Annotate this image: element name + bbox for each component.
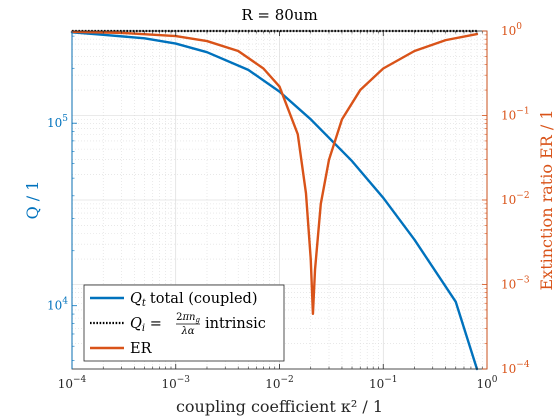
y-right-tick-label: 10−3 (501, 276, 530, 292)
y-left-tick-label: 104 (47, 297, 68, 313)
legend-entry-qt: Qt total (coupled) (130, 291, 257, 309)
legend: Qt total (coupled) Qi = 2πng λα intrinsic… (83, 284, 285, 362)
legend-label-er: ER (130, 341, 153, 357)
y-right-tick-label: 10−1 (501, 107, 530, 123)
axis-ticks: 10−4 10−3 10−2 10−1 100 104 105 10−4 10−3 10−2 10−… (47, 22, 530, 391)
y-axis-left-label: Q / 1 (23, 181, 42, 220)
x-tick-label: 10−1 (369, 375, 398, 391)
y-right-tick-label: 10−2 (501, 191, 530, 207)
y-right-tick-label: 10−4 (501, 360, 530, 376)
chart-title: R = 80um (241, 6, 317, 24)
legend-qi-lhs: Qi = (130, 316, 162, 334)
x-axis-label: coupling coefficient κ² / 1 (176, 397, 383, 416)
legend-entry-qi: Qi = 2πng λα intrinsic (130, 312, 266, 337)
legend-label-qi: intrinsic (205, 316, 266, 332)
x-tick-label: 100 (476, 375, 497, 391)
y-left-tick-label: 105 (47, 114, 68, 130)
x-tick-label: 10−2 (265, 375, 294, 391)
y-right-tick-label: 100 (501, 22, 522, 38)
x-tick-label: 10−3 (161, 375, 190, 391)
y-axis-right-label: Extinction ratio ER / 1 (537, 109, 556, 290)
legend-qi-denominator: λα (180, 326, 194, 337)
series-line-0 (70, 31, 479, 371)
x-tick-label: 10−4 (58, 375, 87, 391)
legend-label-qt: total (coupled) (150, 291, 258, 307)
series-line-2 (70, 30, 479, 315)
legend-qi-numerator: 2πng (176, 312, 200, 324)
